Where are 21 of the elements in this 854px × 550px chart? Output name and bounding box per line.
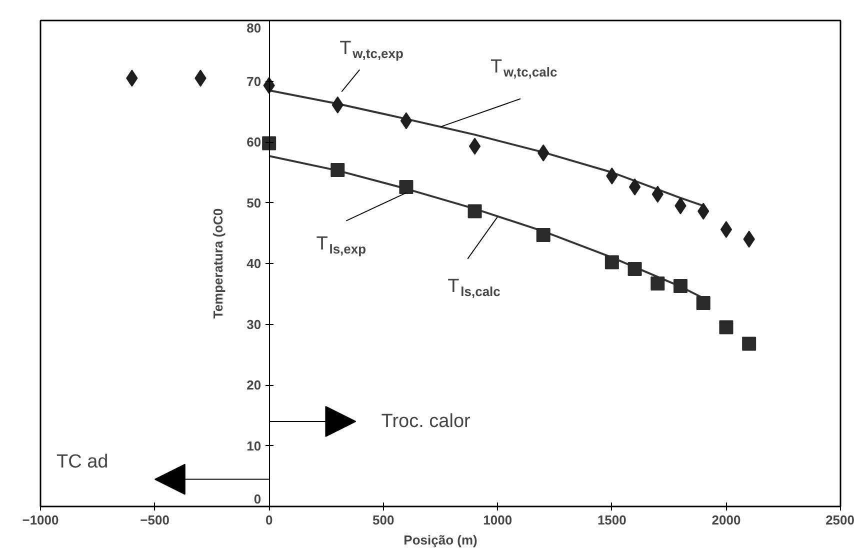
y-tick-label: 40 [246, 256, 262, 271]
y-tick-label: 80 [246, 20, 262, 36]
y-tick-label: 20 [246, 378, 262, 392]
y-tick-label: 10 [246, 438, 262, 454]
y-tick-label: 50 [246, 195, 262, 210]
y-tick-label: 70 [246, 74, 262, 89]
x-axis-title: Posição (m) [404, 532, 478, 548]
x-tick-label: 500 [372, 512, 394, 528]
x-tick-label: −500 [140, 512, 170, 528]
annotation: TC ad [56, 451, 108, 472]
x-tick-label: 2500 [826, 512, 854, 528]
y-tick-label: 30 [246, 316, 262, 332]
y-axis-title: Temperatura (oC0 [210, 208, 226, 319]
annotation: Troc. calor [381, 410, 472, 432]
y-tick-label: 60 [246, 134, 262, 150]
x-tick-label: 0 [265, 512, 273, 528]
x-tick-label: 1000 [483, 512, 512, 528]
x-tick-label: 2000 [712, 512, 741, 528]
x-tick-label: 1500 [597, 512, 626, 528]
x-tick-label: −1000 [22, 512, 59, 528]
y-tick-label: 0 [254, 492, 262, 506]
